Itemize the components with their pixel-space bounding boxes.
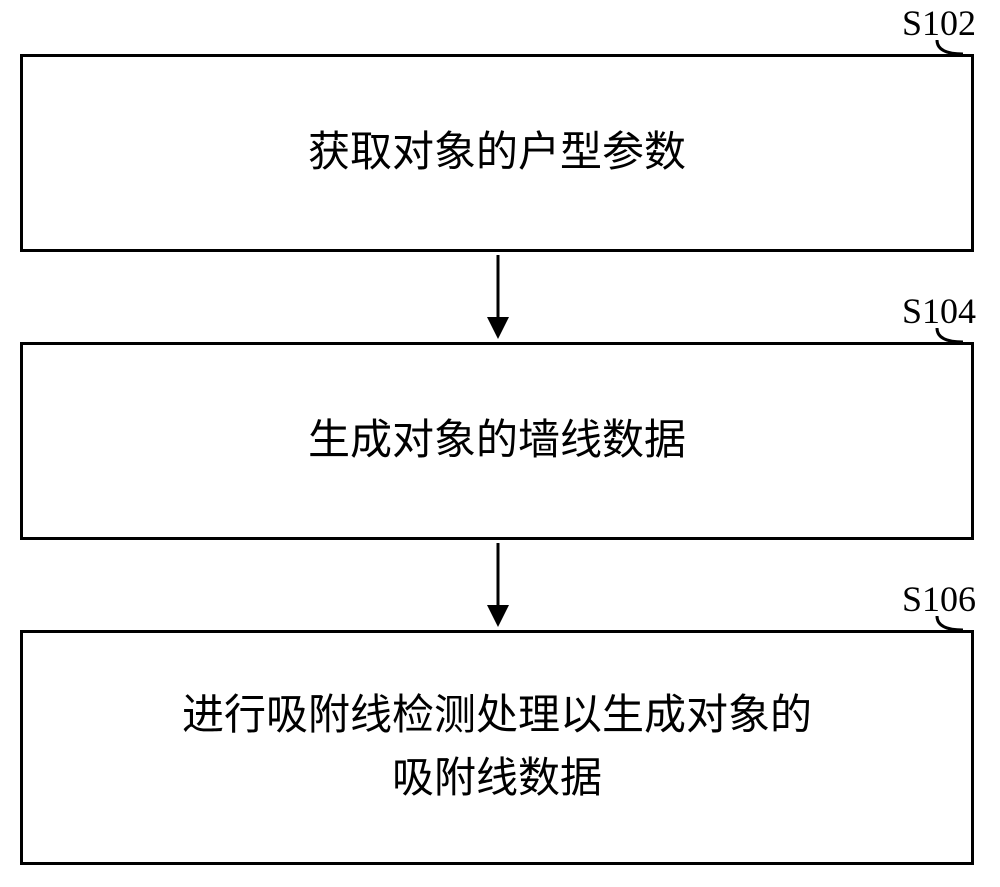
step-text-s106: 进行吸附线检测处理以生成对象的 吸附线数据	[182, 685, 812, 811]
step-label-s104: S104	[902, 290, 976, 332]
step-box-s102: 获取对象的户型参数	[20, 54, 974, 252]
flowchart-container: S102 获取对象的户型参数 S104 生成对象的墙线数据 S106 进行吸附线…	[0, 0, 1000, 887]
arrow-s104-s106	[483, 543, 513, 627]
step-label-s102: S102	[902, 2, 976, 44]
step-text-s104: 生成对象的墙线数据	[308, 410, 686, 473]
step-box-s104: 生成对象的墙线数据	[20, 342, 974, 540]
step-label-s106: S106	[902, 578, 976, 620]
step-box-s106: 进行吸附线检测处理以生成对象的 吸附线数据	[20, 630, 974, 865]
arrow-s102-s104	[483, 255, 513, 339]
step-text-s102: 获取对象的户型参数	[308, 122, 686, 185]
